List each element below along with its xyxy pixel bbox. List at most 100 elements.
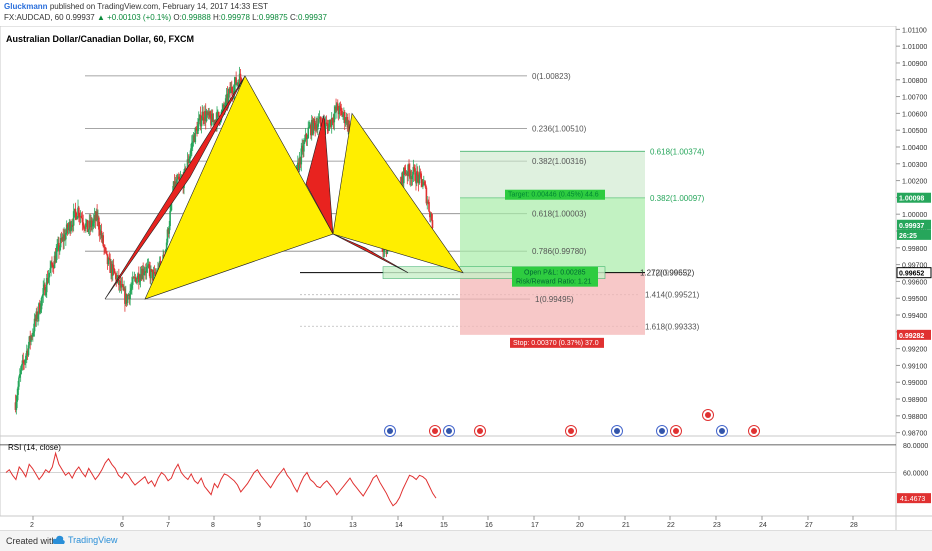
candle-body: [40, 297, 43, 310]
author-name[interactable]: Gluckmann: [4, 2, 48, 11]
y-tick-label: 0.99400: [902, 313, 927, 320]
time-axis[interactable]: 2 6 7 8 9 10 13 14 15 16 17 20 21 22 23 24 27 28: [30, 516, 858, 529]
event-icon-flag: [659, 428, 665, 434]
right-fib-label: 0.618(1.00374): [650, 147, 705, 156]
candle-body: [143, 272, 145, 276]
candle-body: [309, 125, 311, 127]
rsi-label: RSI (14, close): [8, 443, 61, 452]
candle-body: [129, 290, 131, 300]
candle-body: [54, 255, 57, 263]
x-tick-label: 10: [303, 522, 311, 529]
canada-event-icon[interactable]: [748, 425, 760, 437]
low-label: L:: [252, 13, 259, 22]
candle-body: [112, 264, 115, 270]
candle-body: [206, 111, 209, 115]
candle-body: [412, 166, 415, 175]
canada-event-icon[interactable]: [702, 409, 714, 421]
australia-event-icon[interactable]: [656, 425, 668, 437]
chart-area[interactable]: Target: 0.00446 (0.45%) 44.6 Stop: 0.0037…: [0, 26, 932, 530]
position-tool[interactable]: Target: 0.00446 (0.45%) 44.6 Stop: 0.0037…: [300, 151, 645, 348]
candle-body: [334, 106, 336, 114]
tradingview-logo[interactable]: TradingView: [52, 534, 126, 548]
candle-body: [311, 119, 314, 134]
fib-label: 0.236(1.00510): [532, 125, 587, 134]
canada-event-icon[interactable]: [670, 425, 682, 437]
candle-body: [212, 120, 215, 122]
rsi-tick-label: 60.0000: [903, 471, 928, 478]
candle-body: [341, 110, 343, 117]
candle-body: [327, 126, 330, 131]
canada-event-icon[interactable]: [429, 425, 441, 437]
rsi-pane[interactable]: RSI (14, close) 80.0000 60.0000: [0, 443, 928, 507]
candle-body: [66, 224, 69, 231]
candle-body: [69, 221, 71, 232]
y-tick-label: 1.00500: [902, 128, 927, 135]
y-tick-label: 1.00000: [902, 212, 927, 219]
candle-body: [114, 273, 117, 275]
candle-body: [336, 103, 339, 111]
candle-body: [39, 309, 42, 313]
candle-body: [326, 123, 329, 127]
candle-body: [347, 120, 350, 128]
candle-body: [124, 288, 126, 304]
candle-body: [196, 128, 198, 134]
candle-body: [115, 274, 118, 282]
candle-body: [230, 87, 233, 92]
x-tick-label: 16: [485, 522, 493, 529]
candle-body: [23, 362, 25, 364]
candle-body: [222, 105, 224, 110]
candle-body: [151, 269, 154, 281]
candle-body: [344, 122, 347, 124]
candle-body: [78, 207, 80, 217]
australia-event-icon[interactable]: [384, 425, 396, 437]
candle-body: [187, 159, 190, 163]
candle-body: [419, 172, 422, 174]
x-tick-label: 28: [850, 522, 858, 529]
candle-body: [60, 238, 63, 241]
candle-body: [343, 111, 345, 116]
candle-body: [19, 374, 21, 378]
australia-event-icon[interactable]: [611, 425, 623, 437]
candle-body: [337, 110, 340, 115]
candle-body: [105, 251, 108, 255]
australia-event-icon[interactable]: [716, 425, 728, 437]
high-label: H:: [213, 13, 221, 22]
rsi-tick-label: 80.0000: [903, 443, 928, 450]
candle-body: [324, 122, 327, 129]
low-value: 0.99875: [258, 13, 288, 22]
candle-body: [415, 180, 417, 184]
open-label: O:: [173, 13, 182, 22]
candle-body: [428, 201, 430, 212]
candle-body: [77, 207, 79, 217]
candle-body: [173, 181, 176, 189]
candle-body: [330, 117, 333, 127]
candle-body: [191, 142, 193, 149]
candle-body: [144, 271, 147, 273]
candle-body: [20, 365, 23, 371]
candle-body: [25, 355, 27, 361]
y-tick-label: 1.00700: [902, 95, 927, 102]
candle-body: [167, 229, 170, 234]
tradingview-brand: TradingView: [68, 535, 118, 545]
candle-body: [97, 217, 99, 221]
candle-body: [57, 242, 59, 247]
candle-body: [385, 247, 388, 254]
candle-body: [109, 258, 111, 273]
event-icons[interactable]: [384, 409, 760, 437]
candle-body: [214, 120, 217, 125]
candle-body: [154, 272, 157, 276]
canada-event-icon[interactable]: [474, 425, 486, 437]
harmonic-pattern[interactable]: [104, 75, 464, 300]
candle-body: [238, 73, 241, 87]
candle-body: [55, 251, 58, 263]
candle-body: [89, 220, 91, 228]
candle-body: [49, 268, 52, 273]
candle-body: [190, 148, 192, 155]
candle-body: [70, 227, 72, 232]
canada-event-icon[interactable]: [565, 425, 577, 437]
candle-body: [16, 394, 18, 402]
rsi-last-box: [897, 493, 931, 504]
candle-body: [168, 226, 171, 234]
australia-event-icon[interactable]: [443, 425, 455, 437]
footer-bar: Created with TradingView: [0, 530, 932, 551]
